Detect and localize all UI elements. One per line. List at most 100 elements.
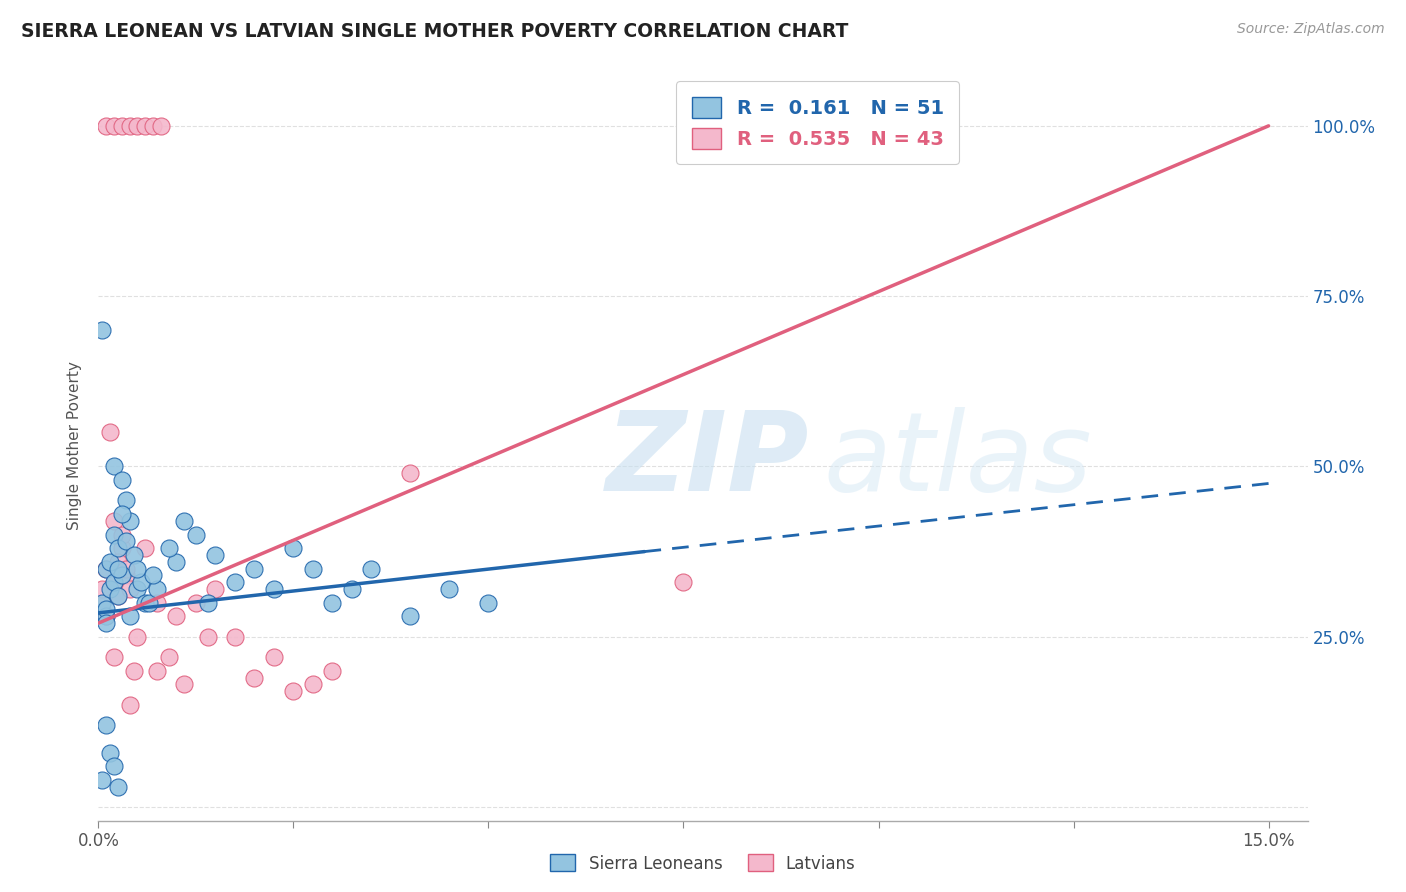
Point xyxy=(107,561,129,575)
Point xyxy=(224,575,246,590)
Point xyxy=(283,684,305,698)
Point xyxy=(146,596,169,610)
Point xyxy=(439,582,461,596)
Text: ZIP: ZIP xyxy=(606,408,810,515)
Point xyxy=(114,568,136,582)
Point xyxy=(91,596,114,610)
Point xyxy=(107,589,129,603)
Point xyxy=(184,527,207,541)
Point xyxy=(103,459,125,474)
Point xyxy=(91,772,114,787)
Point xyxy=(111,119,134,133)
Legend: R =  0.161   N = 51, R =  0.535   N = 43: R = 0.161 N = 51, R = 0.535 N = 43 xyxy=(676,81,959,164)
Point xyxy=(134,541,156,556)
Point xyxy=(302,561,325,575)
Point xyxy=(263,582,285,596)
Point xyxy=(146,664,169,678)
Text: Source: ZipAtlas.com: Source: ZipAtlas.com xyxy=(1237,22,1385,37)
Text: SIERRA LEONEAN VS LATVIAN SINGLE MOTHER POVERTY CORRELATION CHART: SIERRA LEONEAN VS LATVIAN SINGLE MOTHER … xyxy=(21,22,848,41)
Point xyxy=(122,664,145,678)
Point xyxy=(103,575,125,590)
Point xyxy=(321,664,343,678)
Point xyxy=(243,561,266,575)
Point xyxy=(118,514,141,528)
Point xyxy=(157,650,180,665)
Point xyxy=(127,119,149,133)
Point xyxy=(146,582,169,596)
Point xyxy=(138,596,160,610)
Point xyxy=(149,119,172,133)
Point xyxy=(96,561,118,575)
Point xyxy=(111,473,134,487)
Point xyxy=(127,582,149,596)
Point xyxy=(340,582,363,596)
Y-axis label: Single Mother Poverty: Single Mother Poverty xyxy=(67,361,83,531)
Point xyxy=(96,119,118,133)
Point xyxy=(98,746,121,760)
Point xyxy=(224,630,246,644)
Point xyxy=(142,119,165,133)
Point xyxy=(103,650,125,665)
Point xyxy=(103,759,125,773)
Point xyxy=(103,527,125,541)
Point xyxy=(184,596,207,610)
Point xyxy=(98,425,121,440)
Point xyxy=(96,609,118,624)
Point xyxy=(399,609,422,624)
Text: atlas: atlas xyxy=(824,408,1092,515)
Point xyxy=(107,589,129,603)
Point xyxy=(96,561,118,575)
Point xyxy=(399,467,422,481)
Point xyxy=(122,548,145,562)
Point xyxy=(142,568,165,582)
Point xyxy=(103,575,125,590)
Point xyxy=(165,609,187,624)
Point xyxy=(96,609,118,624)
Point xyxy=(107,555,129,569)
Point xyxy=(114,561,136,575)
Point xyxy=(91,323,114,337)
Point xyxy=(173,677,195,691)
Point xyxy=(91,582,114,596)
Point xyxy=(197,630,219,644)
Point xyxy=(118,119,141,133)
Point xyxy=(114,493,136,508)
Point xyxy=(204,548,226,562)
Point xyxy=(360,561,382,575)
Point xyxy=(114,534,136,549)
Point xyxy=(243,671,266,685)
Point xyxy=(118,698,141,712)
Point xyxy=(111,541,134,556)
Point xyxy=(263,650,285,665)
Point xyxy=(118,582,141,596)
Point xyxy=(672,575,695,590)
Point xyxy=(107,541,129,556)
Point xyxy=(91,596,114,610)
Point xyxy=(103,119,125,133)
Point xyxy=(98,582,121,596)
Point xyxy=(111,507,134,521)
Point xyxy=(118,609,141,624)
Point xyxy=(103,514,125,528)
Point xyxy=(157,541,180,556)
Point xyxy=(283,541,305,556)
Point xyxy=(107,780,129,794)
Point xyxy=(127,630,149,644)
Legend: Sierra Leoneans, Latvians: Sierra Leoneans, Latvians xyxy=(544,847,862,880)
Point xyxy=(165,555,187,569)
Point xyxy=(197,596,219,610)
Point xyxy=(134,596,156,610)
Point xyxy=(127,561,149,575)
Point xyxy=(134,119,156,133)
Point xyxy=(131,575,153,590)
Point xyxy=(96,616,118,631)
Point xyxy=(111,527,134,541)
Point xyxy=(302,677,325,691)
Point xyxy=(173,514,195,528)
Point xyxy=(477,596,499,610)
Point xyxy=(111,568,134,582)
Point xyxy=(321,596,343,610)
Point xyxy=(98,555,121,569)
Point xyxy=(204,582,226,596)
Point xyxy=(96,718,118,732)
